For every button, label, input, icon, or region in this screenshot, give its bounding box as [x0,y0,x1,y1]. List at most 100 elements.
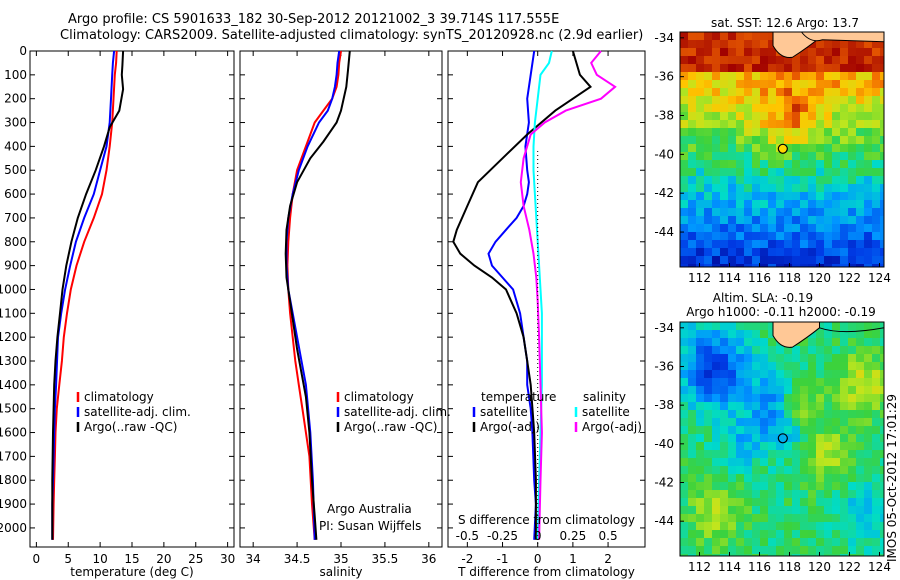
map-cell [816,546,824,554]
map-cell [872,72,880,80]
header-line-2: Climatology: CARS2009. Satellite-adjuste… [60,28,644,43]
map-cell [728,362,736,370]
map-cell [792,72,800,80]
map-cell [784,514,792,522]
map-cell [824,88,832,96]
map-cell [768,370,776,378]
map-cell [712,410,720,418]
map-cell [832,112,840,120]
map-cell [744,208,752,216]
map-cell [832,450,840,458]
map-cell [712,394,720,402]
map-cell [856,450,864,458]
map-cell [760,450,768,458]
map-cell [840,482,848,490]
map-cell [760,40,768,48]
map-cell [688,498,696,506]
map-cell [720,184,728,192]
map-cell [840,72,848,80]
map-cell [840,426,848,434]
x-tick-label: 10 [92,552,107,566]
map-cell [840,192,848,200]
map-cell [808,450,816,458]
map-cell [752,426,760,434]
map-cell [768,136,776,144]
map-cell [880,88,884,96]
map-cell [792,120,800,128]
map-cell [880,232,884,240]
map-cell [848,184,856,192]
map-cell [688,88,696,96]
map-cell [736,208,744,216]
map-cell [824,248,832,256]
map-cell [840,370,848,378]
map-cell [736,330,744,338]
map-cell [824,530,832,538]
map-cell [688,256,696,264]
map-cell [688,184,696,192]
map-cell [864,72,872,80]
map-cell [688,160,696,168]
map-cell [696,402,704,410]
map-cell [792,482,800,490]
header-line-1: Argo profile: CS 5901633_182 30-Sep-2012… [68,12,560,27]
map-cell [776,240,784,248]
map-cell [768,362,776,370]
map-cell [752,152,760,160]
map-cell [880,80,884,88]
map-cell [768,506,776,514]
map-cell [808,418,816,426]
map-x-tick-label: 120 [808,271,831,285]
map-cell [744,378,752,386]
map-cell [824,378,832,386]
map-cell [800,168,808,176]
map-cell [728,192,736,200]
map-cell [744,418,752,426]
map-cell [880,168,884,176]
map-cell [680,240,688,248]
map-cell [688,248,696,256]
map-cell [680,136,688,144]
map-cell [816,88,824,96]
map-cell [768,554,776,556]
map-cell [840,458,848,466]
map-cell [808,56,816,64]
map-cell [680,538,688,546]
map-cell [816,482,824,490]
map-cell [776,522,784,530]
map-cell [840,256,848,264]
temperature-legend-entry: Argo(..raw -QC) [84,420,177,434]
map-cell [776,80,784,88]
map-cell [760,64,768,72]
map-cell [800,434,808,442]
map-cell [736,354,744,362]
map-cell [688,514,696,522]
map-cell [840,200,848,208]
map-cell [736,232,744,240]
map-cell [688,378,696,386]
map-cell [880,474,884,482]
map-cell [776,248,784,256]
map-cell [720,104,728,112]
map-cell [768,482,776,490]
map-cell [784,498,792,506]
map-cell [832,184,840,192]
map-cell [744,522,752,530]
map-cell [736,386,744,394]
map-cell [864,498,872,506]
map-cell [784,120,792,128]
map-cell [864,264,872,267]
map-cell [728,506,736,514]
map-cell [864,112,872,120]
map-cell [848,64,856,72]
map-cell [840,232,848,240]
map-cell [712,216,720,224]
map-cell [760,554,768,556]
map-cell [736,184,744,192]
map-cell [816,256,824,264]
map-cell [824,240,832,248]
map-cell [856,208,864,216]
map-cell [688,426,696,434]
map-cell [880,40,884,48]
map-cell [768,216,776,224]
